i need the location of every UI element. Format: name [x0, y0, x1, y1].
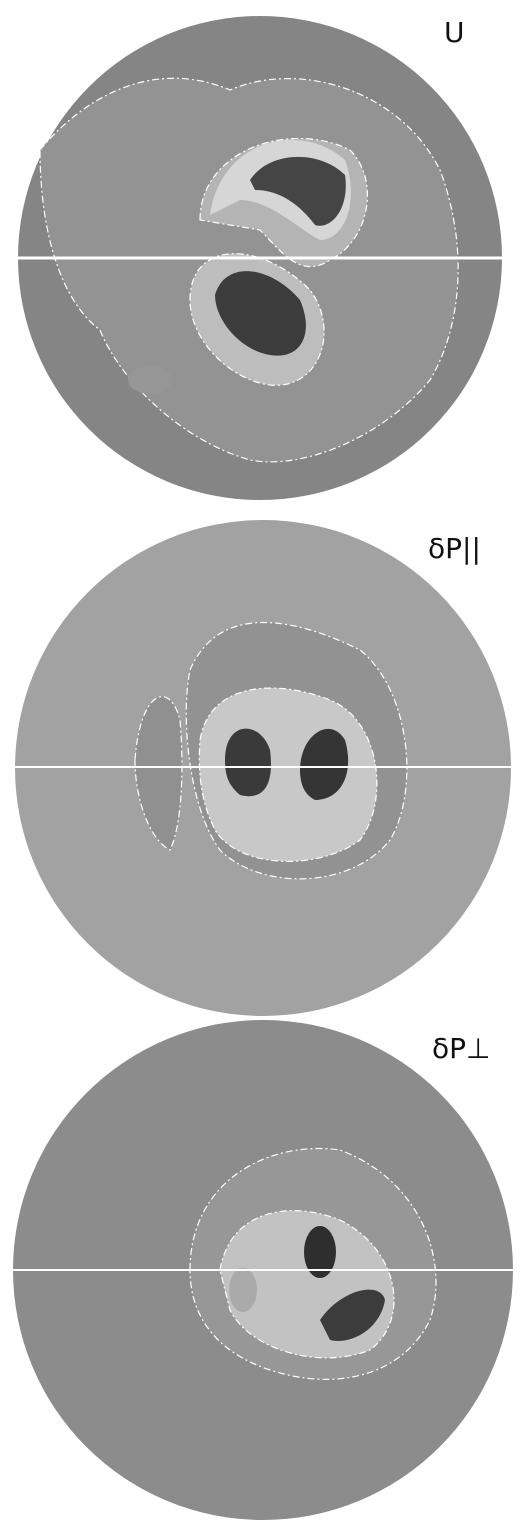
contour-region — [304, 1226, 336, 1278]
contour-region — [199, 688, 377, 862]
contour-region — [225, 728, 271, 797]
contour-region — [250, 156, 346, 226]
contour-region — [135, 696, 182, 850]
contour-line — [189, 1147, 437, 1380]
contour-line — [219, 1210, 395, 1359]
contour-line — [134, 696, 183, 851]
panel-label: U — [444, 16, 465, 49]
contour-line — [199, 137, 369, 268]
contour-line — [189, 253, 325, 386]
panel-dp-perpendicular: δP⊥ — [13, 1020, 513, 1520]
contour-region — [229, 1268, 257, 1312]
contour-region — [320, 1289, 385, 1341]
contour-region — [128, 366, 172, 394]
contour-region — [215, 271, 306, 356]
panel-dp-parallel: δP|| — [15, 520, 511, 1016]
panel-label: δP⊥ — [432, 1032, 490, 1065]
panel-u: U — [18, 16, 502, 500]
contour-line — [39, 77, 459, 463]
contour-region — [300, 728, 349, 800]
panel-label: δP|| — [428, 532, 481, 565]
contour-line — [185, 621, 408, 880]
